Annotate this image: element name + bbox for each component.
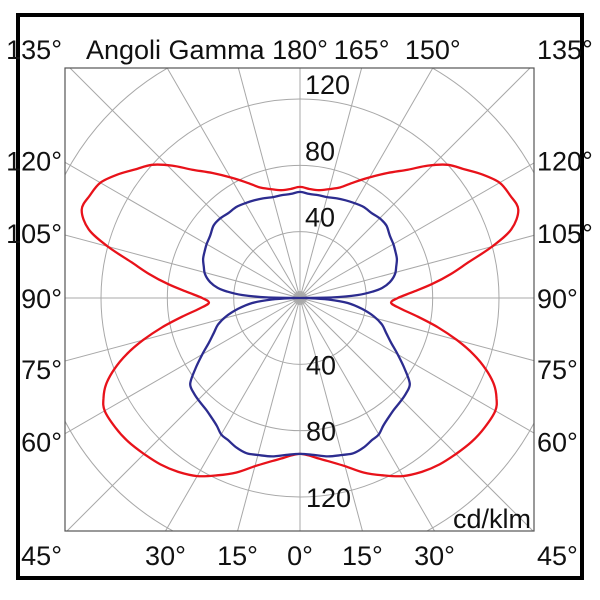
- tick-label-top-120: 120: [305, 70, 350, 100]
- gamma-label-left-120: 120°: [6, 146, 62, 176]
- gamma-label-bottom--30: 30°: [145, 541, 186, 571]
- radial-line-150: [299, 68, 434, 299]
- plot-border: [64, 67, 535, 532]
- gamma-label-left-60: 60°: [21, 428, 62, 458]
- gamma-label-top-180: 180°: [272, 35, 328, 65]
- outer-frame: [16, 13, 584, 580]
- tick-label-bottom-80: 80: [306, 417, 336, 447]
- grid-circle-40: [233, 231, 367, 365]
- gamma-label-right-75: 75°: [537, 355, 578, 385]
- radial-line-75: [299, 297, 534, 362]
- gamma-label-bottom-0: 0°: [287, 541, 313, 571]
- tick-label-bottom-120: 120: [306, 483, 351, 513]
- gamma-label-bottom-15: 15°: [342, 541, 383, 571]
- radial-line-30: [299, 297, 436, 531]
- radial-line-315: [66, 297, 301, 531]
- radial-line-120: [299, 162, 534, 299]
- curve-blue_curve: [189, 190, 411, 458]
- radial-line-240: [65, 161, 301, 299]
- radial-line-135: [299, 68, 531, 299]
- radial-line-345: [237, 297, 301, 531]
- radial-line-45: [299, 297, 534, 531]
- radial-line-225: [69, 68, 301, 299]
- radial-tick-labels: 120 80 40 40 80 120: [305, 70, 351, 513]
- unit-label: cd/klm: [453, 504, 531, 534]
- gamma-label-right-120: 120°: [537, 146, 593, 176]
- grid-circle-120: [100, 98, 500, 498]
- radial-line-195: [237, 68, 301, 299]
- gamma-label-top-165: 165°: [334, 35, 390, 65]
- radial-line-60: [299, 297, 534, 434]
- grid-circle-80: [166, 164, 434, 432]
- radial-line-15: [299, 297, 363, 531]
- tick-label-bottom-40: 40: [306, 350, 336, 380]
- gamma-label-bottom--15: 15°: [217, 541, 258, 571]
- radial-line-165: [299, 68, 363, 299]
- gamma-label-right-45: 45°: [537, 541, 578, 571]
- radial-line-330: [164, 297, 301, 531]
- gamma-labels: 135° 120° 105° 90° 75° 60° 45° 135° 120° 105° 90° 7…: [6, 35, 593, 571]
- radial-line-210: [166, 68, 301, 299]
- gamma-label-left-105: 105°: [6, 219, 62, 249]
- radial-line-255: [65, 234, 301, 299]
- gamma-label-right-60: 60°: [537, 428, 578, 458]
- gamma-label-right-135: 135°: [537, 35, 593, 65]
- gamma-label-left-45: 45°: [21, 541, 62, 571]
- curve-red_curve: [80, 163, 520, 478]
- chart-title: Angoli Gamma: [86, 35, 266, 65]
- gamma-label-right-105: 105°: [537, 219, 593, 249]
- radial-line-285: [65, 297, 301, 362]
- gamma-label-bottom-30: 30°: [414, 541, 455, 571]
- radial-line-105: [299, 234, 534, 299]
- gamma-label-left-75: 75°: [21, 355, 62, 385]
- gamma-label-left-90: 90°: [21, 284, 62, 314]
- gamma-label-right-90: 90°: [537, 284, 578, 314]
- tick-label-top-80: 80: [305, 136, 335, 166]
- tick-label-top-40: 40: [305, 203, 335, 233]
- radial-line-300: [65, 297, 301, 435]
- gamma-label-left-135: 135°: [6, 35, 62, 65]
- gamma-label-top-150: 150°: [405, 35, 461, 65]
